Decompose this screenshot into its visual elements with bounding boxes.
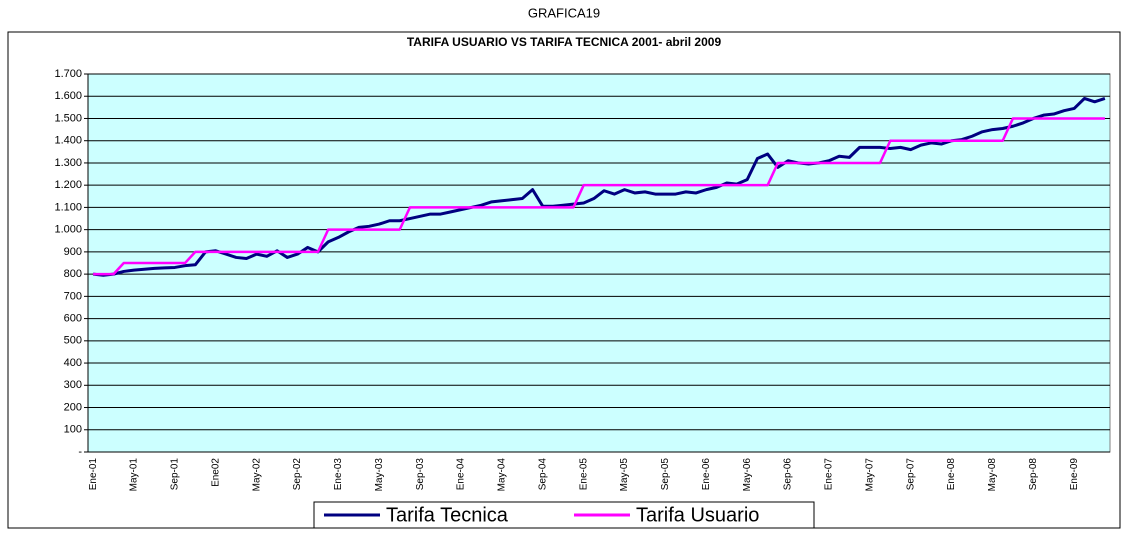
- x-tick-label: May-02: [251, 458, 262, 492]
- y-tick-label: 1.000: [54, 224, 82, 236]
- x-tick-label: May-04: [497, 458, 508, 492]
- y-tick-label: -: [78, 446, 82, 458]
- x-tick-label: May-06: [742, 458, 753, 492]
- x-tick-label: Ene-01: [88, 458, 99, 491]
- x-tick-label: Sep-07: [905, 458, 916, 491]
- legend-label: Tarifa Usuario: [636, 504, 759, 526]
- y-tick-label: 400: [64, 357, 82, 369]
- y-tick-label: 800: [64, 268, 82, 280]
- x-tick-label: Sep-06: [783, 458, 794, 491]
- y-tick-label: 1.300: [54, 157, 82, 169]
- x-tick-label: Sep-04: [537, 458, 548, 491]
- y-tick-label: 500: [64, 335, 82, 347]
- x-tick-label: Sep-05: [660, 458, 671, 491]
- y-tick-label: 600: [64, 312, 82, 324]
- x-tick-label: May-05: [619, 458, 630, 492]
- y-tick-label: 700: [64, 290, 82, 302]
- page-title: GRAFICA19: [528, 5, 600, 20]
- x-tick-label: Sep-03: [415, 458, 426, 491]
- x-tick-label: Ene-06: [701, 458, 712, 491]
- x-tick-label: Ene02: [210, 458, 221, 487]
- y-tick-label: 1.200: [54, 179, 82, 191]
- x-tick-label: Ene-09: [1069, 458, 1080, 491]
- x-tick-label: Sep-08: [1028, 458, 1039, 491]
- y-tick-label: 300: [64, 379, 82, 391]
- series-line: [93, 117, 1105, 276]
- x-tick-label: Sep-02: [292, 458, 303, 491]
- x-tick-label: Ene-05: [578, 458, 589, 491]
- series-line: [92, 96, 1106, 277]
- x-tick-label: May-03: [374, 458, 385, 492]
- x-tick-label: May-08: [987, 458, 998, 492]
- y-tick-label: 1.400: [54, 135, 82, 147]
- y-tick-label: 1.600: [54, 90, 82, 102]
- y-tick-label: 1.100: [54, 201, 82, 213]
- legend-box: [313, 501, 815, 529]
- x-tick-label: May-01: [129, 458, 140, 492]
- x-tick-label: Ene-03: [333, 458, 344, 491]
- x-tick-label: May-07: [864, 458, 875, 492]
- legend: Tarifa Tecnica Tarifa Usuario: [313, 501, 815, 529]
- plot-area: [87, 73, 1111, 453]
- y-tick-label: 100: [64, 424, 82, 436]
- x-tick-label: Ene-07: [824, 458, 835, 491]
- y-tick-label: 1.500: [54, 112, 82, 124]
- y-tick-label: 200: [64, 401, 82, 413]
- x-tick-label: Ene-08: [946, 458, 957, 491]
- y-tick-label: 900: [64, 246, 82, 258]
- legend-label: Tarifa Tecnica: [386, 504, 509, 526]
- x-tick-label: Sep-01: [170, 458, 181, 491]
- y-tick-label: 1.700: [54, 68, 82, 80]
- chart-title: TARIFA USUARIO VS TARIFA TECNICA 2001- a…: [407, 35, 722, 49]
- x-tick-label: Ene-04: [456, 458, 467, 491]
